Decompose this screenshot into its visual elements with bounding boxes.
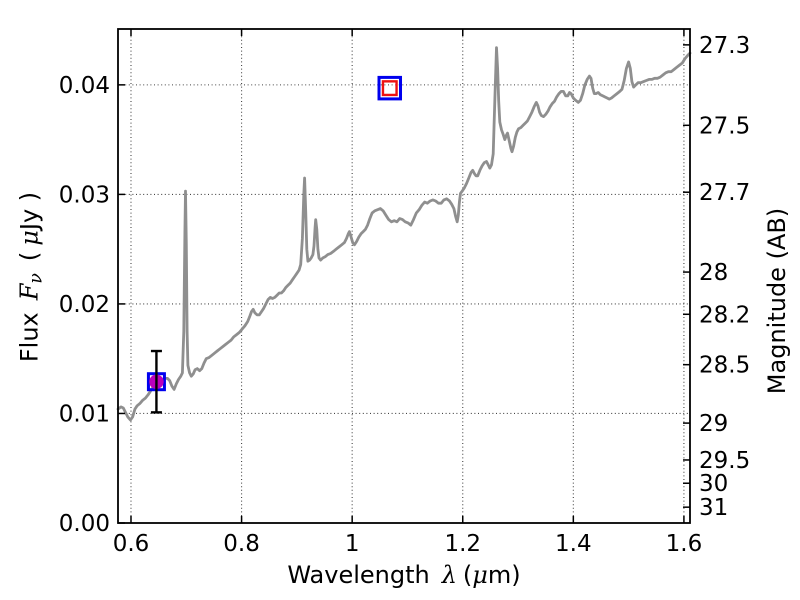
y-tick-label-flux: 0.04	[59, 73, 110, 99]
x-axis-unit-close: m)	[487, 561, 521, 589]
x-tick-label: 1.6	[666, 531, 703, 557]
y-tick-label-magnitude: 27.5	[699, 113, 750, 139]
x-axis-unit-open: (	[462, 561, 473, 589]
mu-symbol: μ	[15, 230, 44, 246]
y-tick-label-magnitude: 28.5	[699, 353, 750, 379]
y-tick-label-magnitude: 30	[699, 471, 728, 497]
lambda-symbol: λ	[441, 561, 457, 589]
flux-word: Flux	[15, 312, 44, 363]
y-tick-label-magnitude: 28.2	[699, 302, 750, 328]
y-tick-label-magnitude: 27.7	[699, 180, 750, 206]
flux-unit-close: Jy )	[15, 191, 44, 231]
spectrum-line	[116, 46, 692, 422]
x-tick-label: 0.6	[113, 531, 150, 557]
y-axis-label-magnitude: Magnitude (AB)	[763, 207, 791, 395]
y-tick-label-magnitude: 29	[699, 411, 728, 437]
y-tick-label-magnitude: 27.3	[699, 33, 750, 59]
y-tick-label-flux: 0.01	[59, 401, 110, 427]
x-axis-label: Wavelength λ (μm)	[287, 561, 520, 589]
flux-symbol-F: F	[15, 283, 44, 301]
x-tick-label: 1.2	[444, 531, 481, 557]
y-tick-label-magnitude: 29.5	[699, 448, 750, 474]
photometry-predicted-inner-square	[381, 80, 398, 97]
y-tick-label-magnitude: 31	[699, 495, 728, 521]
flux-unit-open: (	[15, 251, 44, 262]
x-tick-label: 0.8	[223, 531, 260, 557]
axes-box	[117, 28, 691, 524]
photometry-predicted-outer-square	[377, 75, 403, 101]
y-axis-label-flux: Flux Fν ( μJy )	[15, 192, 46, 362]
x-axis-label-word: Wavelength	[287, 561, 430, 589]
y-tick-label-magnitude: 28	[699, 260, 728, 286]
y-tick-label-flux: 0.00	[59, 511, 110, 537]
x-tick-label: 1.4	[555, 531, 592, 557]
y-tick-label-flux: 0.02	[59, 292, 110, 318]
y-tick-label-flux: 0.03	[59, 182, 110, 208]
flux-symbol-nu: ν	[26, 273, 47, 284]
x-tick-label: 1	[345, 531, 360, 557]
mu-symbol: μ	[472, 561, 488, 589]
